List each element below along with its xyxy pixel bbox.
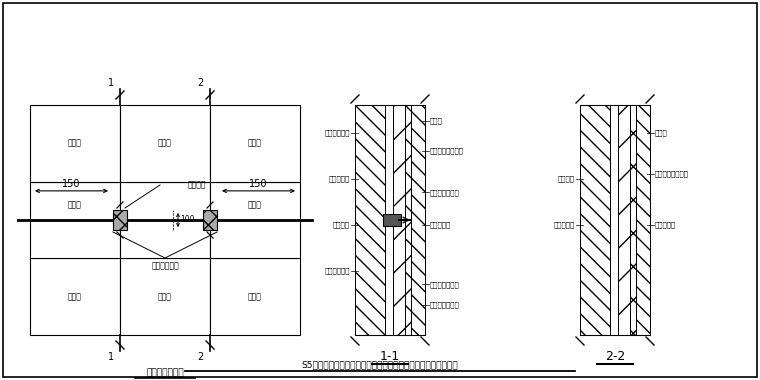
- Text: 变化砖: 变化砖: [158, 139, 172, 148]
- Bar: [30, 105, 120, 182]
- Bar: [630, 105, 636, 335]
- Text: 结构墙体基层: 结构墙体基层: [325, 129, 350, 136]
- Text: 2: 2: [198, 78, 204, 88]
- Bar: [210, 182, 300, 258]
- Bar: [411, 105, 425, 335]
- Text: 采用云石胶固定: 采用云石胶固定: [430, 302, 460, 309]
- Text: 填缝剂填缝: 填缝剂填缝: [655, 221, 676, 228]
- Bar: [580, 105, 610, 335]
- Text: 变化砖: 变化砖: [248, 200, 262, 209]
- Text: 硬化砖强力粘结剂: 硬化砖强力粘结剂: [430, 148, 464, 154]
- Text: 变化砖: 变化砖: [248, 292, 262, 301]
- Text: 150: 150: [62, 179, 81, 189]
- Text: 墙体挂支层: 墙体挂支层: [329, 175, 350, 182]
- Bar: [383, 214, 401, 226]
- Text: 射钉固定: 射钉固定: [188, 180, 207, 190]
- Text: 变化砖: 变化砖: [158, 292, 172, 301]
- Bar: [30, 182, 120, 258]
- Bar: [393, 105, 405, 335]
- Text: 2: 2: [198, 352, 204, 362]
- Bar: [120, 258, 210, 335]
- Bar: [113, 210, 127, 230]
- Text: S5工程精装修大堂墙面湿贴工艺硬化砖湿贴局部加强做法示意图: S5工程精装修大堂墙面湿贴工艺硬化砖湿贴局部加强做法示意图: [302, 361, 458, 369]
- Bar: [30, 258, 120, 335]
- Text: 1: 1: [108, 78, 114, 88]
- Text: 1: 1: [108, 352, 114, 362]
- Bar: [405, 105, 411, 335]
- Text: 变化砖: 变化砖: [68, 200, 82, 209]
- Text: 硬化砖: 硬化砖: [430, 118, 443, 124]
- Text: 墙砖立面示意图: 墙砖立面示意图: [146, 369, 184, 377]
- Text: 射钉固定: 射钉固定: [333, 221, 350, 228]
- Text: 墙体挂支层: 墙体挂支层: [554, 221, 575, 228]
- Bar: [618, 105, 630, 335]
- Text: 填缝剂填缝: 填缝剂填缝: [430, 221, 451, 228]
- Text: 150: 150: [249, 179, 268, 189]
- Bar: [203, 210, 217, 230]
- Bar: [610, 105, 618, 335]
- Text: 不锈钢挂接件: 不锈钢挂接件: [151, 261, 179, 271]
- Text: 1-1: 1-1: [380, 350, 400, 364]
- Bar: [636, 105, 650, 335]
- Text: 变化砖: 变化砖: [68, 292, 82, 301]
- Bar: [120, 182, 210, 258]
- Text: 100: 100: [180, 215, 195, 225]
- Bar: [120, 105, 210, 182]
- Text: 不锈钢挂接件: 不锈钢挂接件: [325, 267, 350, 274]
- Text: 变化砖: 变化砖: [655, 129, 668, 136]
- Text: 硬化砖强力粘结剂: 硬化砖强力粘结剂: [655, 171, 689, 177]
- Text: 变化砖: 变化砖: [68, 139, 82, 148]
- Text: 硬化砖背面开槽: 硬化砖背面开槽: [430, 281, 460, 288]
- Bar: [385, 105, 393, 335]
- Text: 2-2: 2-2: [605, 350, 625, 364]
- Text: 变化砖: 变化砖: [248, 139, 262, 148]
- Text: 云石胶快速固定: 云石胶快速固定: [430, 189, 460, 196]
- Bar: [210, 105, 300, 182]
- Bar: [210, 258, 300, 335]
- Bar: [355, 105, 385, 335]
- Text: 墙体基层: 墙体基层: [558, 175, 575, 182]
